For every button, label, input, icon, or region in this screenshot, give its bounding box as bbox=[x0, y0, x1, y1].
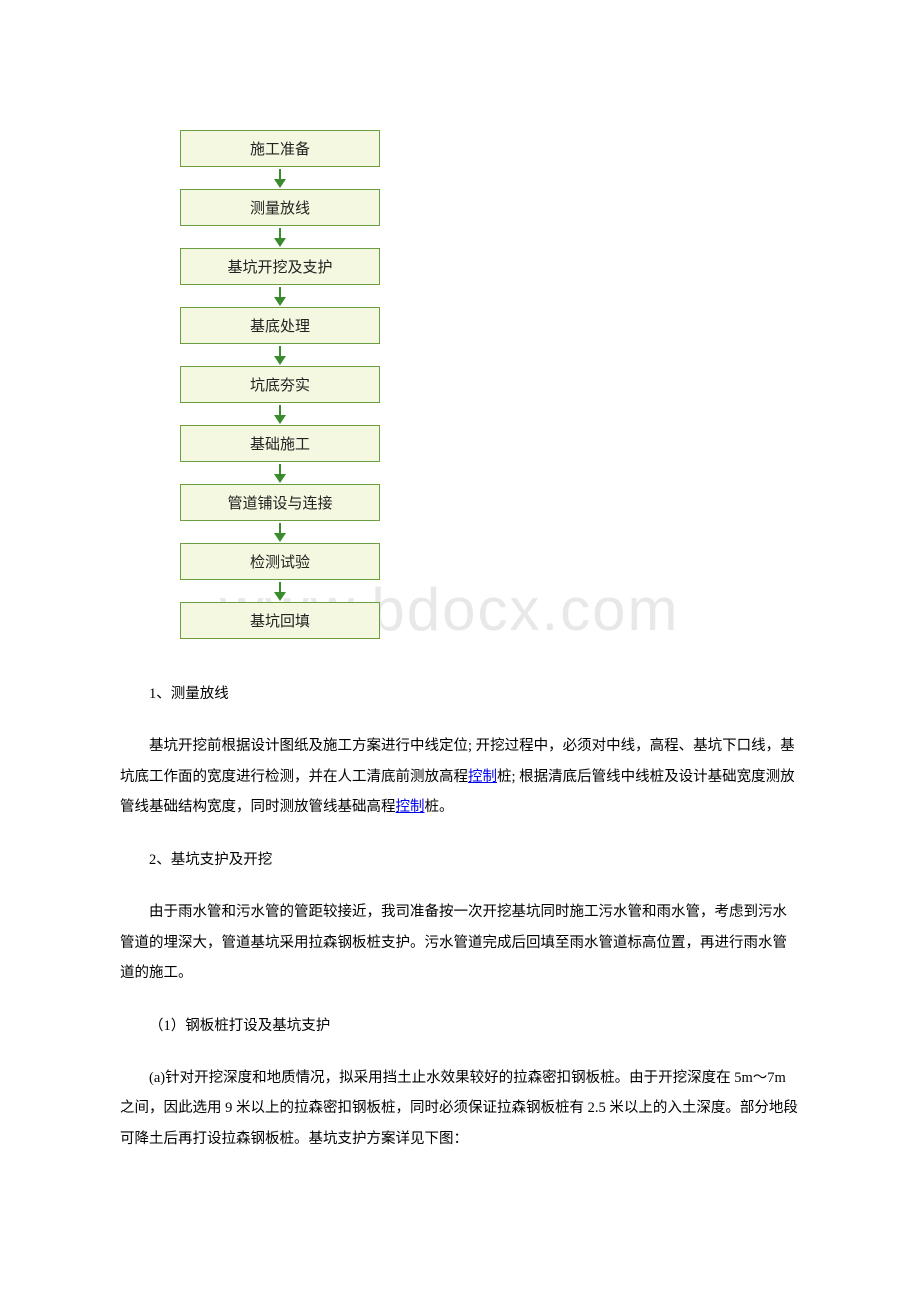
flow-node: 管道铺设与连接 bbox=[180, 484, 380, 521]
flow-node: 测量放线 bbox=[180, 189, 380, 226]
subsection-heading: （1）钢板桩打设及基坑支护 bbox=[120, 1011, 800, 1041]
paragraph: 由于雨水管和污水管的管距较接近，我司准备按一次开挖基坑同时施工污水管和雨水管，考… bbox=[120, 897, 800, 988]
hyperlink[interactable]: 控制 bbox=[396, 799, 425, 815]
document-page: 施工准备 测量放线 基坑开挖及支护 基底处理 坑底夯实 基础施工 管道铺设与连接… bbox=[0, 0, 920, 1154]
flow-arrow-icon bbox=[180, 344, 380, 366]
flow-arrow-icon bbox=[180, 403, 380, 425]
hyperlink[interactable]: 控制 bbox=[468, 769, 497, 785]
flow-arrow-icon bbox=[180, 521, 380, 543]
flow-node: 基坑开挖及支护 bbox=[180, 248, 380, 285]
paragraph: 基坑开挖前根据设计图纸及施工方案进行中线定位; 开挖过程中，必须对中线，高程、基… bbox=[120, 731, 800, 822]
flow-node: 坑底夯实 bbox=[180, 366, 380, 403]
flow-arrow-icon bbox=[180, 226, 380, 248]
text-run: 桩。 bbox=[425, 799, 454, 815]
flow-arrow-icon bbox=[180, 285, 380, 307]
flow-arrow-icon bbox=[180, 167, 380, 189]
section-heading: 1、测量放线 bbox=[120, 679, 800, 709]
flow-node: 基坑回填 bbox=[180, 602, 380, 639]
process-flowchart: 施工准备 测量放线 基坑开挖及支护 基底处理 坑底夯实 基础施工 管道铺设与连接… bbox=[180, 130, 380, 639]
paragraph: (a)针对开挖深度和地质情况，拟采用挡土止水效果较好的拉森密扣钢板桩。由于开挖深… bbox=[120, 1063, 800, 1154]
flow-arrow-icon bbox=[180, 462, 380, 484]
section-heading: 2、基坑支护及开挖 bbox=[120, 845, 800, 875]
flow-arrow-icon bbox=[180, 580, 380, 602]
flow-node: 基底处理 bbox=[180, 307, 380, 344]
flow-node: 检测试验 bbox=[180, 543, 380, 580]
flow-node: 施工准备 bbox=[180, 130, 380, 167]
flow-node: 基础施工 bbox=[180, 425, 380, 462]
